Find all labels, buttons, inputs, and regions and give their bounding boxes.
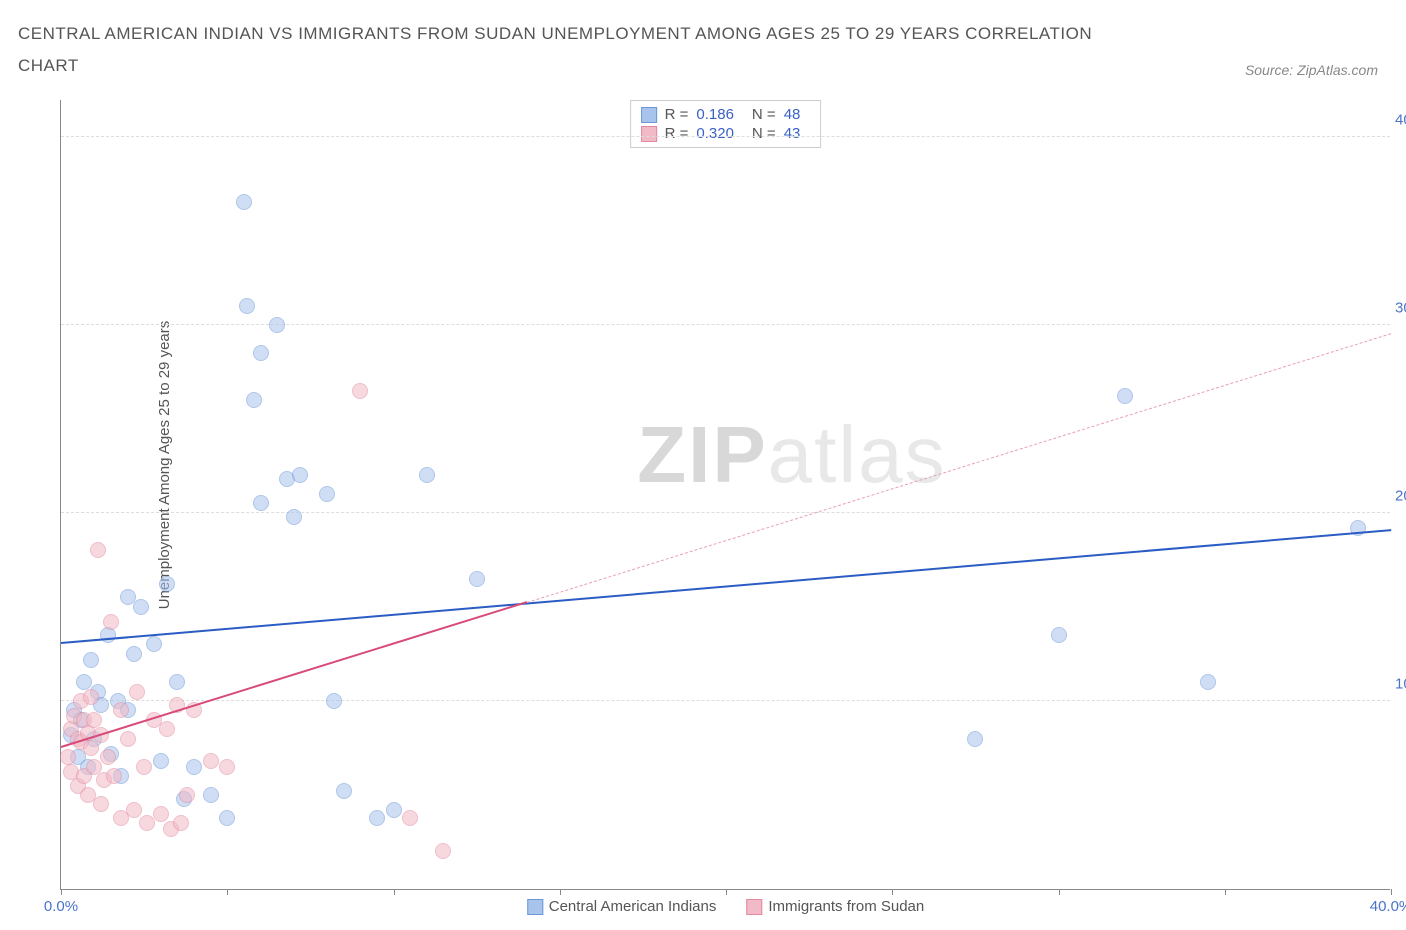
source-attribution: Source: ZipAtlas.com (1245, 62, 1378, 78)
data-point (83, 652, 99, 668)
data-point (186, 759, 202, 775)
data-point (126, 646, 142, 662)
legend-swatch (641, 107, 657, 123)
data-point (435, 843, 451, 859)
data-point (83, 740, 99, 756)
data-point (469, 571, 485, 587)
x-tick (227, 889, 228, 895)
data-point (153, 753, 169, 769)
data-point (86, 712, 102, 728)
stat-n-value: 43 (784, 125, 801, 142)
stats-row: R = 0.186 N = 48 (641, 105, 811, 124)
legend-swatch (527, 899, 543, 915)
data-point (253, 495, 269, 511)
legend-label: Central American Indians (549, 898, 717, 915)
data-point (336, 783, 352, 799)
data-point (159, 576, 175, 592)
data-point (386, 802, 402, 818)
data-point (402, 810, 418, 826)
x-tick (726, 889, 727, 895)
legend-swatch (746, 899, 762, 915)
data-point (100, 749, 116, 765)
gridline (61, 700, 1390, 701)
y-tick-label: 20.0% (1395, 487, 1406, 504)
stat-r-value: 0.320 (696, 125, 734, 142)
x-tick (1225, 889, 1226, 895)
legend-item: Immigrants from Sudan (746, 898, 924, 915)
x-tick (892, 889, 893, 895)
data-point (169, 674, 185, 690)
y-tick-label: 30.0% (1395, 299, 1406, 316)
stat-r-label: R = (665, 125, 689, 142)
stat-n-label: N = (752, 125, 776, 142)
data-point (179, 787, 195, 803)
stat-r-label: R = (665, 106, 689, 123)
x-tick-label: 40.0% (1370, 898, 1406, 915)
stat-n-label: N = (752, 106, 776, 123)
data-point (419, 467, 435, 483)
data-point (219, 759, 235, 775)
x-tick-label: 0.0% (44, 898, 78, 915)
data-point (113, 702, 129, 718)
data-point (173, 815, 189, 831)
data-point (93, 796, 109, 812)
data-point (120, 731, 136, 747)
data-point (83, 689, 99, 705)
legend-item: Central American Indians (527, 898, 717, 915)
y-tick-label: 10.0% (1395, 675, 1406, 692)
x-tick (394, 889, 395, 895)
data-point (246, 392, 262, 408)
data-point (1117, 388, 1133, 404)
legend-swatch (641, 126, 657, 142)
gridline (61, 512, 1390, 513)
watermark: ZIPatlas (637, 409, 946, 501)
data-point (129, 684, 145, 700)
data-point (967, 731, 983, 747)
data-point (292, 467, 308, 483)
data-point (352, 383, 368, 399)
data-point (90, 542, 106, 558)
gridline (61, 324, 1390, 325)
data-point (219, 810, 235, 826)
data-point (203, 787, 219, 803)
data-point (239, 298, 255, 314)
y-tick-label: 40.0% (1395, 111, 1406, 128)
data-point (236, 194, 252, 210)
data-point (1200, 674, 1216, 690)
stat-r-value: 0.186 (696, 106, 734, 123)
stat-n-value: 48 (784, 106, 801, 123)
trend-line (526, 333, 1391, 603)
data-point (136, 759, 152, 775)
x-tick (1059, 889, 1060, 895)
data-point (326, 693, 342, 709)
data-point (103, 614, 119, 630)
stats-legend-box: R = 0.186 N = 48 R = 0.320 N = 43 (630, 100, 822, 148)
data-point (133, 599, 149, 615)
stats-row: R = 0.320 N = 43 (641, 124, 811, 143)
series-legend: Central American Indians Immigrants from … (527, 898, 924, 915)
data-point (153, 806, 169, 822)
gridline (61, 136, 1390, 137)
data-point (159, 721, 175, 737)
data-point (286, 509, 302, 525)
data-point (203, 753, 219, 769)
x-tick (1391, 889, 1392, 895)
scatter-plot-area: ZIPatlas R =0.186N =48R =0.320N =43 Cent… (60, 100, 1390, 890)
data-point (146, 636, 162, 652)
data-point (269, 317, 285, 333)
data-point (126, 802, 142, 818)
x-tick (560, 889, 561, 895)
legend-label: Immigrants from Sudan (768, 898, 924, 915)
data-point (106, 768, 122, 784)
x-tick (61, 889, 62, 895)
data-point (1051, 627, 1067, 643)
data-point (319, 486, 335, 502)
data-point (369, 810, 385, 826)
data-point (253, 345, 269, 361)
trend-line (61, 530, 1391, 645)
chart-title: CENTRAL AMERICAN INDIAN VS IMMIGRANTS FR… (18, 18, 1118, 83)
data-point (60, 749, 76, 765)
